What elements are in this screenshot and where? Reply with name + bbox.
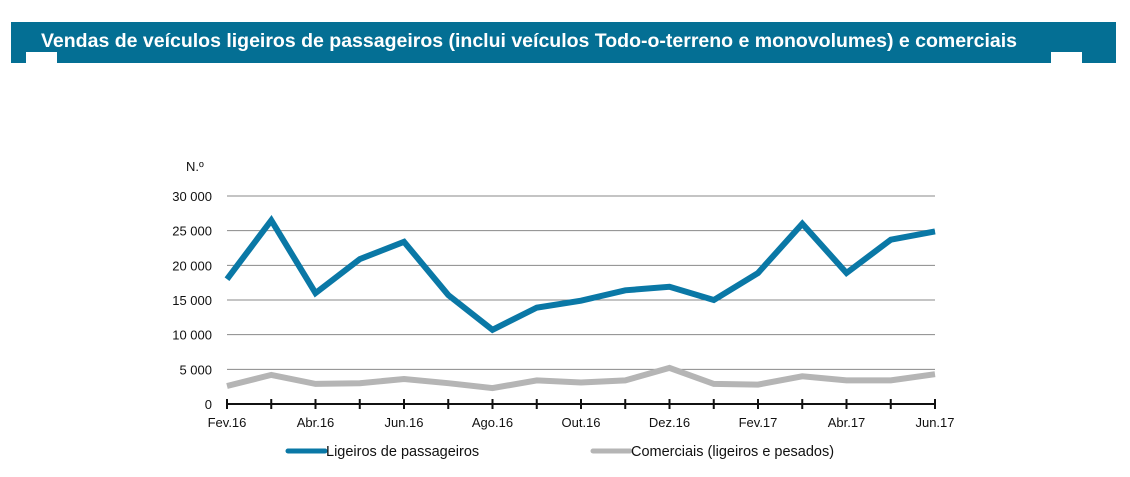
legend: Ligeiros de passageiros Comerciais (ligei… [285,444,834,460]
y-tick-label: 5 000 [179,362,212,377]
y-tick-label: 0 [205,397,212,412]
legend-label: Ligeiros de passageiros [326,444,479,460]
x-tick-label: Abr.17 [828,415,866,430]
x-tick-label: Dez.16 [649,415,690,430]
series-line-passageiros [224,214,936,334]
x-tick-label: Jun.17 [915,415,954,430]
x-tick-labels: Fev.16 Abr.16 Jun.16 Ago.16 Out.16 Dez.16 Fev.… [208,415,955,430]
x-tick-label: Ago.16 [472,415,513,430]
y-tick-labels: 0 5 000 10 000 15 000 20 000 25 000 30 000 [172,189,212,412]
y-tick-label: 10 000 [172,328,212,343]
title-banner: Vendas de veículos ligeiros de passageir… [11,22,1116,63]
series-line-comerciais [226,364,936,392]
series-lines [224,214,936,392]
y-axis-label: N.º [186,159,204,174]
x-tick-label: Fev.17 [739,415,778,430]
x-tick-label: Jun.16 [384,415,423,430]
legend-label: Comerciais (ligeiros e pesados) [631,444,834,460]
y-tick-label: 15 000 [172,293,212,308]
x-axis [226,399,936,409]
y-tick-label: 30 000 [172,189,212,204]
y-tick-label: 25 000 [172,224,212,239]
banner-tab-right [1051,52,1082,63]
x-tick-label: Abr.16 [297,415,335,430]
x-tick-label: Fev.16 [208,415,247,430]
x-tick-label: Out.16 [561,415,600,430]
chart-title: Vendas de veículos ligeiros de passageir… [41,30,1018,52]
banner-tab-left [26,52,57,63]
gridlines [227,195,935,370]
y-tick-label: 20 000 [172,258,212,273]
